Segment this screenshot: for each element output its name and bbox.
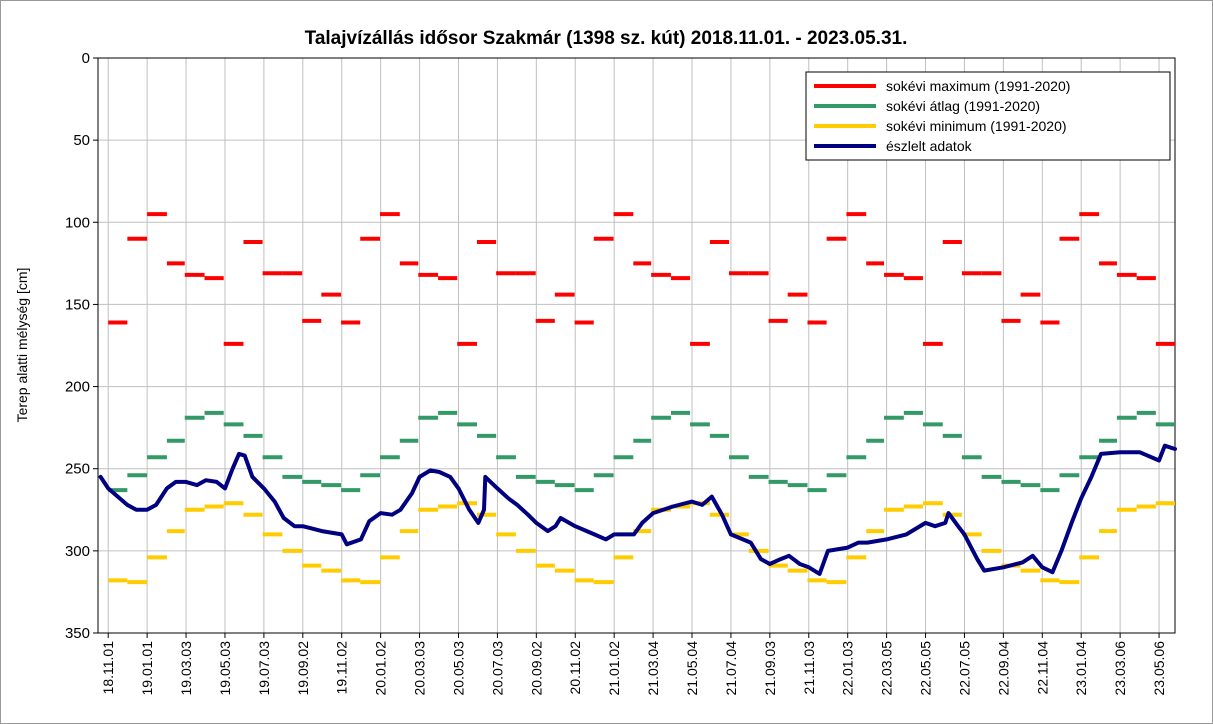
x-tick-label: 22.03.05	[879, 641, 895, 696]
x-tick-label: 21.11.03	[801, 641, 817, 695]
x-tick-label: 20.11.02	[567, 641, 583, 695]
x-tick-label: 21.09.03	[762, 641, 778, 696]
x-tick-label: 19.03.03	[178, 641, 194, 696]
chart-title: Talajvízállás idősor Szakmár (1398 sz. k…	[305, 28, 908, 49]
y-tick-label: 350	[65, 625, 90, 642]
x-tick-label: 23.03.06	[1112, 641, 1128, 696]
x-tick-label: 20.05.03	[450, 641, 466, 696]
x-tick-label: 21.07.04	[723, 641, 739, 696]
x-tick-label: 21.03.04	[645, 641, 661, 696]
x-tick-label: 22.05.05	[918, 641, 934, 696]
y-tick-label: 100	[65, 214, 90, 231]
y-tick-label: 250	[65, 461, 90, 478]
legend-label: sokévi minimum (1991-2020)	[886, 118, 1067, 134]
x-tick-label: 19.07.03	[256, 641, 272, 696]
y-tick-label: 50	[73, 132, 90, 149]
y-tick-label: 150	[65, 296, 90, 313]
x-tick-label: 19.09.02	[295, 641, 311, 696]
x-tick-label: 21.01.02	[606, 641, 622, 696]
y-axis-label: Terep alatti mélység [cm]	[14, 268, 30, 423]
legend-label: észlelt adatok	[886, 138, 973, 154]
x-tick-label: 19.11.02	[334, 641, 350, 695]
x-tick-label: 19.05.03	[217, 641, 233, 696]
x-tick-label: 22.01.03	[840, 641, 856, 696]
observed-line	[98, 443, 1177, 576]
legend-label: sokévi átlag (1991-2020)	[886, 98, 1040, 114]
x-tick-label: 20.07.03	[489, 641, 505, 696]
x-tick-label: 20.09.02	[528, 641, 544, 696]
y-tick-label: 200	[65, 379, 90, 396]
x-tick-label: 22.09.04	[995, 641, 1011, 696]
x-tick-label: 18.11.01	[100, 641, 116, 695]
x-tick-label: 20.03.03	[412, 641, 428, 696]
x-tick-label: 22.07.05	[956, 641, 972, 696]
x-tick-label: 20.01.02	[373, 641, 389, 696]
legend-label: sokévi maximum (1991-2020)	[886, 78, 1070, 94]
y-tick-label: 300	[65, 543, 90, 560]
y-tick-label: 0	[82, 50, 90, 67]
x-tick-label: 23.01.04	[1073, 641, 1089, 696]
x-tick-label: 22.11.04	[1034, 641, 1050, 695]
x-tick-label: 21.05.04	[684, 641, 700, 696]
x-tick-label: 19.01.01	[139, 641, 155, 696]
x-tick-label: 23.05.06	[1151, 641, 1167, 696]
